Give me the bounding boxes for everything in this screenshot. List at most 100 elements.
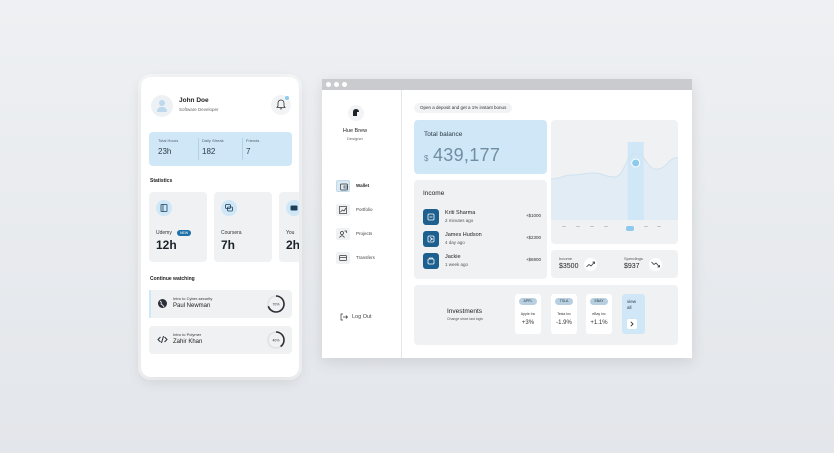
income-total-label: Income	[559, 256, 573, 261]
trend-down-icon	[649, 258, 662, 271]
sidebar-item-transfers[interactable]: Transfers	[336, 252, 396, 264]
sidebar-item-projects[interactable]: Projects	[336, 228, 396, 240]
stock-company: eBay Inc	[592, 312, 606, 316]
profile-role: Software Developer	[179, 107, 219, 112]
x-tick	[604, 226, 608, 227]
spendings-value: $937	[624, 263, 640, 270]
view-all-button[interactable]: view all	[622, 294, 645, 334]
avatar[interactable]	[348, 105, 364, 121]
profile-header: John Doe Software Developer	[149, 95, 291, 117]
window-titlebar	[322, 79, 692, 90]
income-row[interactable]: Kriti Sharma 2 minutes ago +$1000	[423, 209, 541, 226]
stock-card[interactable]: APPL Apple Inc +3%	[515, 294, 541, 334]
continue-watching-title: Continue watching	[150, 276, 195, 282]
stock-company: Tesla Inc	[557, 312, 571, 316]
progress-ring: 70%	[267, 295, 285, 313]
sidebar: Hue Brew Designer Wallet Portfolio Proje…	[322, 90, 402, 358]
course-cards: Udemy NEW 12h Coursera 7h You 2h	[149, 192, 299, 262]
x-tick[interactable]	[626, 226, 634, 231]
sidebar-item-label: Portfolio	[356, 207, 373, 212]
trend-up-icon	[584, 258, 597, 271]
window-dot-close[interactable]	[326, 82, 331, 87]
sidebar-item-label: Projects	[356, 231, 373, 236]
income-spendings-card: Income $3500 Spendings $937	[551, 250, 678, 278]
stock-card[interactable]: EBAY eBay Inc +1.1%	[586, 294, 612, 334]
wallet-icon	[340, 183, 348, 191]
income-row[interactable]: Jackie 1 week ago +$6900	[423, 253, 541, 270]
mobile-app: John Doe Software Developer Total Hours …	[141, 77, 299, 377]
stat-friends: Friends 7	[242, 138, 286, 160]
stat-label: Total Hours	[158, 138, 179, 143]
chart-icon	[339, 206, 347, 214]
income-amount: +$1000	[525, 213, 541, 218]
income-time: 4 day ago	[445, 240, 465, 245]
income-amount: +$6900	[525, 257, 541, 262]
promo-banner[interactable]: Open a deposit and get a 1% instant bonu…	[414, 103, 513, 113]
profile-name: Hue Brew	[342, 128, 368, 134]
x-tick	[590, 226, 594, 227]
balance-chart[interactable]	[551, 120, 678, 244]
data-point[interactable]	[631, 158, 641, 168]
course-hours: 7h	[221, 238, 236, 252]
investments-card: Investments Change since last login APPL…	[414, 285, 678, 345]
view-all-label: view all	[627, 299, 637, 310]
watching-item[interactable]: Intro to Cyber-security Paul Newman 70%	[149, 290, 292, 318]
chart-svg	[551, 142, 678, 231]
course-card-udemy[interactable]: Udemy NEW 12h	[149, 192, 207, 262]
course-name: Udemy	[156, 230, 172, 236]
balance-label: Total balance	[424, 131, 463, 138]
stat-label: Friends	[246, 138, 260, 143]
income-title: Income	[423, 190, 445, 197]
sidebar-item-wallet[interactable]: Wallet	[336, 180, 396, 192]
sidebar-item-portfolio[interactable]: Portfolio	[336, 204, 396, 216]
investments-subtitle: Change since last login	[447, 317, 484, 321]
progress-label: 70%	[272, 302, 279, 306]
code-icon	[157, 335, 168, 344]
total-balance-card: Total balance $ 439,177	[414, 120, 547, 174]
accent-bar	[149, 290, 151, 318]
course-card-coursera[interactable]: Coursera 7h	[214, 192, 272, 262]
logout-label: Log Out	[352, 314, 372, 320]
stock-ticker: APPL	[519, 298, 537, 305]
income-time: 2 minutes ago	[445, 218, 474, 223]
notification-button[interactable]	[271, 95, 291, 115]
window-dot-minimize[interactable]	[334, 82, 339, 87]
desktop-window: Hue Brew Designer Wallet Portfolio Proje…	[322, 79, 692, 358]
video-icon	[286, 200, 299, 216]
balance-currency: $	[424, 154, 429, 163]
stock-card[interactable]: TSLA Tesla Inc -1.9%	[551, 294, 577, 334]
series-line	[551, 153, 678, 180]
stock-change: +1.1%	[590, 320, 608, 326]
sender-name: James Hudson	[445, 232, 482, 238]
new-badge: NEW	[177, 230, 192, 236]
income-total-value: $3500	[559, 263, 579, 270]
x-tick	[644, 226, 648, 227]
course-card-youtube[interactable]: You 2h	[279, 192, 299, 262]
x-tick	[562, 226, 566, 227]
profile-name: John Doe	[179, 97, 209, 104]
transfer-icon	[339, 255, 347, 261]
stock-ticker: TSLA	[555, 298, 573, 305]
stat-value: 7	[246, 147, 251, 156]
notification-dot	[285, 96, 289, 100]
balance-amount: 439,177	[433, 145, 501, 165]
progress-ring: 40%	[267, 331, 285, 349]
progress-label: 40%	[272, 338, 279, 342]
spendings-label: Spendings	[624, 256, 643, 261]
avatar[interactable]	[151, 95, 173, 117]
logout-icon	[340, 313, 348, 321]
sender-name: Kriti Sharma	[445, 210, 476, 216]
window-dot-maximize[interactable]	[342, 82, 347, 87]
watching-item[interactable]: Intro to Polymer Zahir Khan 40%	[149, 326, 292, 354]
bell-icon	[276, 99, 286, 110]
course-hours: 12h	[156, 238, 177, 252]
course-author: Paul Newman	[173, 303, 211, 309]
series-area	[551, 153, 678, 220]
deposit-icon	[423, 209, 439, 225]
income-row[interactable]: James Hudson 4 day ago +$2300	[423, 231, 541, 248]
stock-ticker: EBAY	[590, 298, 608, 305]
book-icon	[156, 200, 172, 216]
stock-change: -1.9%	[556, 320, 572, 326]
profile-role: Designer	[346, 136, 363, 141]
x-tick	[576, 226, 580, 227]
